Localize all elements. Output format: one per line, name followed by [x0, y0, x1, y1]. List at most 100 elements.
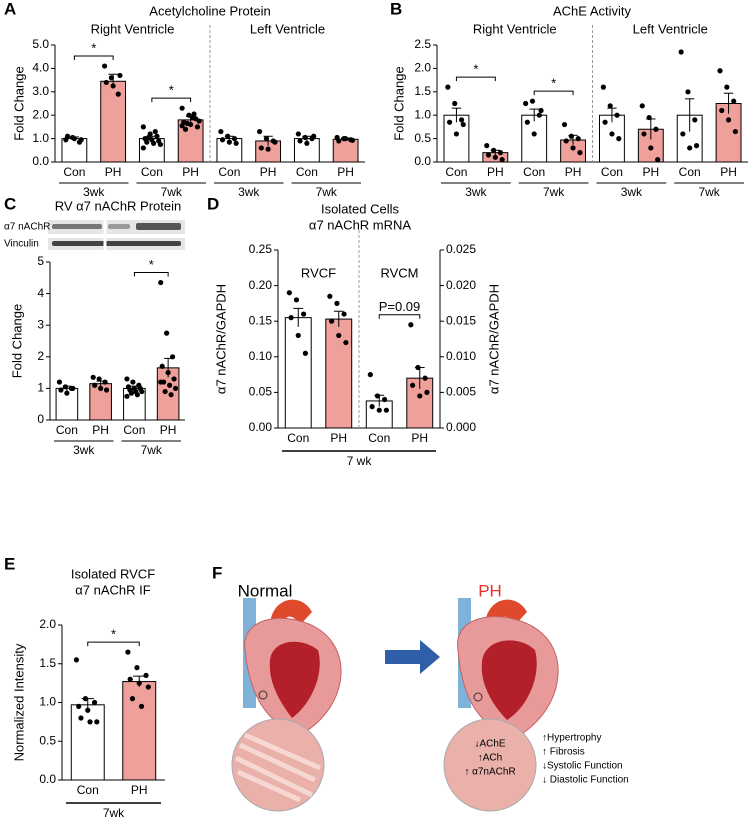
chart-subtitle: α7 nAChR mRNA	[309, 217, 411, 232]
data-point	[98, 385, 104, 391]
data-point	[491, 147, 497, 153]
data-point	[169, 354, 176, 360]
y-tick-label: 4	[37, 286, 44, 300]
data-point	[575, 136, 581, 142]
data-point	[191, 111, 197, 117]
y2-tick-label: 0.010	[446, 349, 476, 363]
data-point	[408, 322, 414, 328]
data-point	[523, 100, 529, 107]
significance-label: *	[473, 62, 478, 77]
data-point	[369, 404, 375, 410]
y-tick-label: 2.5	[414, 37, 431, 51]
x-tick-label: PH	[642, 165, 659, 179]
blot-band	[52, 241, 181, 246]
x-tick-label: Con	[368, 431, 390, 445]
effect-text: ↑ Fibrosis	[542, 747, 585, 758]
data-point	[410, 382, 416, 388]
chart-subtitle: α7 nAChR IF	[75, 582, 150, 597]
y-tick-label: 0.0	[414, 154, 431, 168]
y-tick-label: 5.0	[32, 37, 49, 51]
data-point	[272, 139, 278, 145]
significance-label: *	[551, 76, 556, 91]
y-tick-label: 1.0	[414, 107, 431, 121]
y2-tick-label: 0.005	[446, 385, 476, 399]
y-tick-label: 2.0	[39, 617, 56, 631]
panel-letter: B	[390, 0, 402, 18]
data-point	[334, 300, 340, 306]
data-point	[103, 79, 109, 86]
data-point	[655, 157, 661, 163]
data-point	[417, 393, 423, 399]
data-point	[499, 157, 505, 163]
y-tick-label: 0	[37, 412, 44, 426]
bar	[70, 704, 105, 781]
data-point	[304, 140, 310, 146]
data-point	[129, 696, 136, 702]
pair-label: 3wk	[465, 185, 487, 199]
pair-label: 3wk	[238, 185, 260, 199]
significance-bracket	[455, 76, 496, 82]
data-point	[492, 154, 498, 160]
data-point	[460, 121, 466, 128]
data-point	[194, 124, 201, 130]
data-point	[130, 379, 136, 385]
data-point	[78, 715, 84, 721]
data-point	[383, 407, 389, 413]
blot-band	[108, 224, 130, 229]
data-point	[639, 103, 645, 109]
data-point	[302, 134, 308, 141]
heart-normal	[231, 598, 342, 812]
data-point	[172, 385, 179, 391]
data-point	[685, 89, 691, 95]
data-point	[415, 364, 421, 371]
bar	[122, 681, 157, 781]
y-tick-label: 1.5	[39, 656, 56, 670]
data-point	[732, 128, 739, 135]
panel-letter: A	[4, 0, 16, 18]
data-point	[184, 120, 190, 126]
data-point	[157, 141, 163, 148]
data-point	[719, 107, 725, 114]
data-point	[524, 119, 530, 125]
x-tick-label: Con	[445, 165, 467, 179]
data-point	[102, 379, 108, 385]
data-point	[154, 133, 160, 139]
x-tick-label: Con	[141, 165, 163, 179]
x-tick-label: PH	[720, 165, 737, 179]
pair-label: 7wk	[698, 185, 720, 199]
x-tick-label: Con	[679, 165, 701, 179]
effect-text: ↑Hypertrophy	[542, 733, 601, 744]
data-point	[76, 703, 82, 709]
y2-tick-label: 0.020	[446, 278, 476, 292]
tissue-inset	[443, 718, 537, 812]
ventricle	[481, 640, 537, 720]
y-tick-label: 0.0	[39, 772, 56, 786]
section-label: RVCM	[380, 265, 418, 280]
pair-label: 7wk	[141, 443, 163, 457]
pair-label: 7wk	[161, 185, 183, 199]
data-point	[484, 143, 490, 149]
data-point	[446, 119, 453, 125]
data-point	[265, 146, 271, 152]
significance-label: *	[91, 40, 96, 55]
data-point	[295, 332, 301, 339]
y-tick-label: 1	[37, 381, 44, 395]
y-tick-label: 3.0	[32, 84, 49, 98]
y-tick-label: 1.0	[39, 695, 56, 709]
group-label: 7wk	[103, 806, 125, 820]
data-point	[458, 117, 465, 123]
pair-label: 3wk	[73, 443, 95, 457]
y-tick-label: 0.20	[249, 278, 273, 292]
x-tick-label: Con	[601, 165, 623, 179]
y-tick-label: 0.5	[39, 733, 56, 747]
significance-label: *	[149, 257, 154, 272]
x-tick-label: PH	[92, 423, 109, 437]
data-point	[641, 131, 647, 137]
data-point	[182, 126, 189, 132]
condition-label: PH	[478, 581, 502, 600]
data-point	[90, 374, 96, 380]
y-tick-label: 0.10	[249, 349, 273, 363]
data-point	[162, 388, 168, 395]
x-tick-label: Con	[287, 431, 309, 445]
